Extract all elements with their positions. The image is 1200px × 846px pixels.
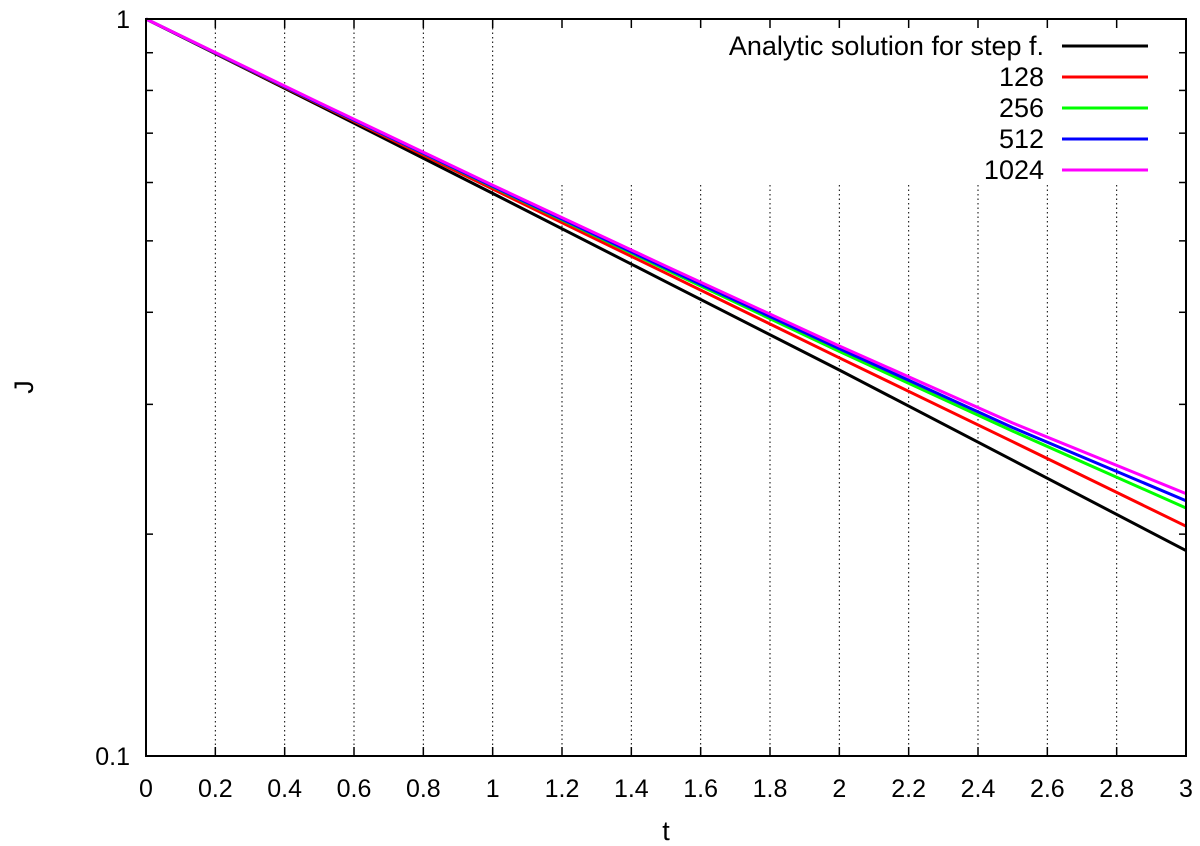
x-tick-label: 0.8 xyxy=(406,775,441,803)
axis-ticks xyxy=(145,18,1187,757)
legend-label: 1024 xyxy=(984,155,1044,185)
x-tick-label: 1.6 xyxy=(683,775,718,803)
legend: Analytic solution for step f.12825651210… xyxy=(729,31,1148,185)
series-line-4 xyxy=(145,17,1187,495)
x-tick-label: 2.4 xyxy=(961,775,996,803)
x-tick-label: 1.8 xyxy=(753,775,788,803)
legend-label: 512 xyxy=(999,124,1044,154)
x-tick-label: 1 xyxy=(486,775,500,803)
x-tick-label: 1.2 xyxy=(545,775,580,803)
y-tick-label: 0.1 xyxy=(95,743,130,771)
x-tick-label: 0.2 xyxy=(198,775,233,803)
tick-labels: 0 0.2 0.4 0.6 0.8 1 1.2 1.4 1.6 1.8 2 2.2 2.4 2.6 2.8 3… xyxy=(95,6,1193,803)
y-axis-title: J xyxy=(9,380,39,394)
x-tick-label: 2.2 xyxy=(891,775,926,803)
x-tick-label: 2.6 xyxy=(1030,775,1065,803)
series-lines xyxy=(145,17,1187,552)
x-tick-label: 0.4 xyxy=(267,775,302,803)
x-tick-label: 0 xyxy=(139,775,153,803)
legend-label: 256 xyxy=(999,93,1044,123)
y-tick-label: 1 xyxy=(116,6,130,34)
x-tick-label: 0.6 xyxy=(337,775,372,803)
grid xyxy=(214,19,1118,756)
x-tick-label: 1.4 xyxy=(614,775,649,803)
x-tick-label: 2 xyxy=(832,775,846,803)
x-tick-label: 2.8 xyxy=(1099,775,1134,803)
x-axis-title: t xyxy=(662,816,670,846)
plot-frame xyxy=(145,18,1187,757)
legend-label: Analytic solution for step f. xyxy=(729,31,1044,61)
legend-label: 128 xyxy=(999,62,1044,92)
x-tick-label: 3 xyxy=(1179,775,1193,803)
